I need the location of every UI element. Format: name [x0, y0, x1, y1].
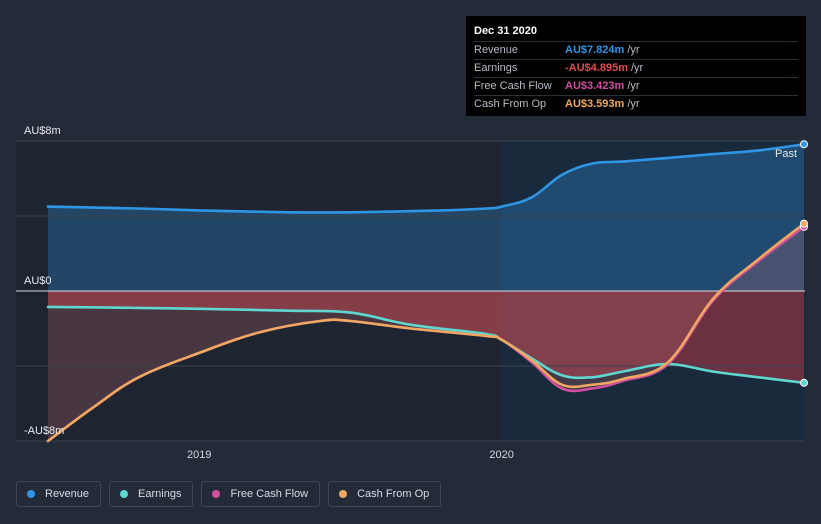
area-cash-from-op	[48, 223, 804, 441]
chart-end-markers	[800, 140, 808, 387]
tooltip-row-cash-from-op: Cash From Op AU$3.593m /yr	[474, 95, 798, 113]
area-revenue	[48, 144, 804, 291]
legend-item-earnings[interactable]: Earnings	[109, 481, 194, 507]
x-tick-label: 2019	[187, 449, 211, 461]
tooltip-date: Dec 31 2020	[474, 25, 537, 37]
chart-legend: Revenue Earnings Free Cash Flow Cash Fro…	[16, 481, 442, 507]
tooltip-row-free-cash-flow: Free Cash Flow AU$3.423m /yr	[474, 77, 798, 95]
tooltip-value: -AU$4.895m	[565, 62, 628, 74]
area-earnings	[48, 291, 804, 383]
area-free-cash-flow	[48, 226, 804, 441]
past-label: Past	[775, 148, 797, 160]
tooltip-label: Earnings	[474, 62, 518, 74]
tooltip-label: Free Cash Flow	[474, 80, 552, 92]
legend-dot-icon	[212, 490, 221, 498]
chart-lines	[46, 143, 806, 443]
tooltip-value: AU$3.593m	[565, 98, 625, 110]
legend-label: Free Cash Flow	[230, 488, 309, 500]
legend-item-free-cash-flow[interactable]: Free Cash Flow	[201, 481, 321, 507]
tooltip-unit: /yr	[627, 44, 640, 56]
chart-labels: AU$8m AU$0 -AU$8m 2019 2020 Past	[24, 125, 797, 461]
y-tick-label: AU$8m	[24, 125, 61, 137]
end-marker-revenue	[800, 140, 808, 149]
tooltip-unit: /yr	[630, 62, 644, 74]
legend-dot-icon	[27, 490, 35, 498]
x-tick-label: 2020	[489, 449, 513, 461]
legend-item-revenue[interactable]: Revenue	[16, 481, 102, 507]
legend-dot-icon	[120, 490, 129, 498]
tooltip-panel: Dec 31 2020 Revenue AU$7.824m /yr Earnin…	[466, 16, 806, 116]
tooltip-unit: /yr	[627, 80, 640, 92]
legend-item-cash-from-op[interactable]: Cash From Op	[328, 481, 442, 507]
chart-gridlines	[16, 140, 805, 442]
line-revenue	[46, 143, 806, 214]
legend-label: Revenue	[45, 488, 90, 500]
tooltip-value: AU$3.423m	[565, 80, 625, 92]
y-tick-label: -AU$8m	[24, 425, 64, 437]
chart-areas	[48, 144, 804, 441]
legend-label: Cash From Op	[357, 488, 430, 500]
y-tick-label: AU$0	[24, 275, 52, 287]
tooltip-value: AU$7.824m	[565, 44, 625, 56]
tooltip-row-revenue: Revenue AU$7.824m /yr	[474, 41, 798, 59]
line-cash-from-op	[46, 222, 806, 443]
tooltip-label: Cash From Op	[474, 98, 547, 110]
end-marker-earnings	[800, 378, 808, 387]
legend-label: Earnings	[138, 488, 182, 500]
tooltip-unit: /yr	[627, 98, 640, 110]
tooltip-label: Revenue	[474, 44, 519, 56]
legend-dot-icon	[339, 490, 348, 498]
tooltip-row-earnings: Earnings -AU$4.895m /yr	[474, 59, 798, 77]
end-marker-cash-from-op	[800, 219, 808, 228]
